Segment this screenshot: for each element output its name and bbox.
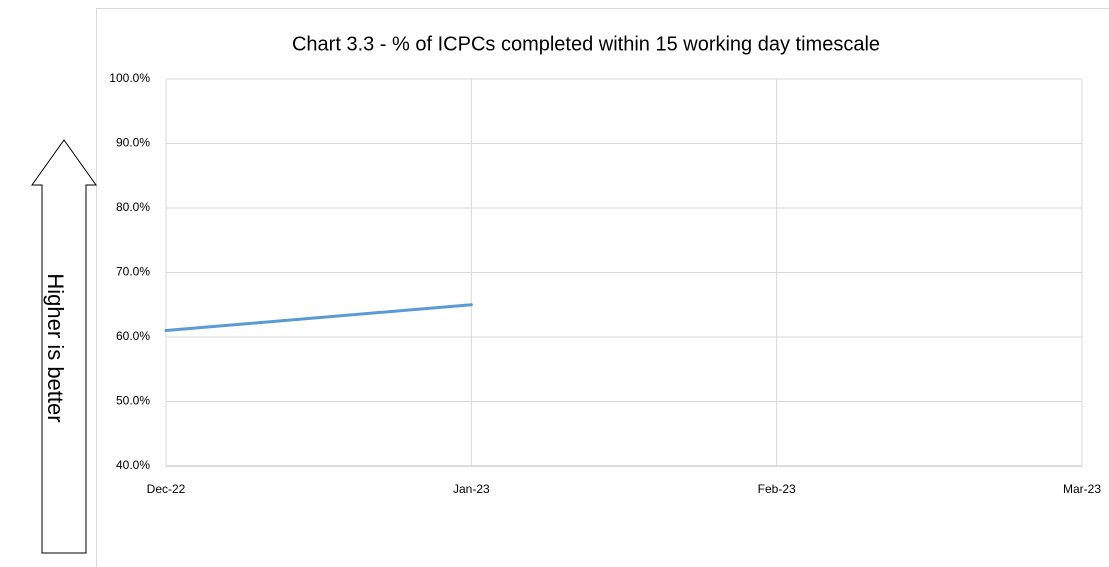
x-tick-label: Dec-22 bbox=[147, 482, 186, 496]
y-tick-label: 60.0% bbox=[116, 329, 150, 343]
y-tick-label: 50.0% bbox=[116, 394, 150, 408]
x-tick-label: Mar-23 bbox=[1063, 482, 1101, 496]
y-tick-label: 90.0% bbox=[116, 136, 150, 150]
chart-frame bbox=[96, 8, 1109, 567]
y-tick-label: 70.0% bbox=[116, 265, 150, 279]
series-line bbox=[164, 303, 473, 333]
y-tick-label: 100.0% bbox=[109, 71, 150, 85]
chart-title: Chart 3.3 - % of ICPCs completed within … bbox=[292, 33, 880, 55]
x-tick-label: Jan-23 bbox=[453, 482, 490, 496]
arrow bbox=[31, 139, 97, 554]
annotation: Higher is better bbox=[43, 273, 68, 422]
y-tick-label: 40.0% bbox=[116, 458, 150, 472]
x-tick-label: Feb-23 bbox=[758, 482, 796, 496]
y-tick-label: 80.0% bbox=[116, 200, 150, 214]
